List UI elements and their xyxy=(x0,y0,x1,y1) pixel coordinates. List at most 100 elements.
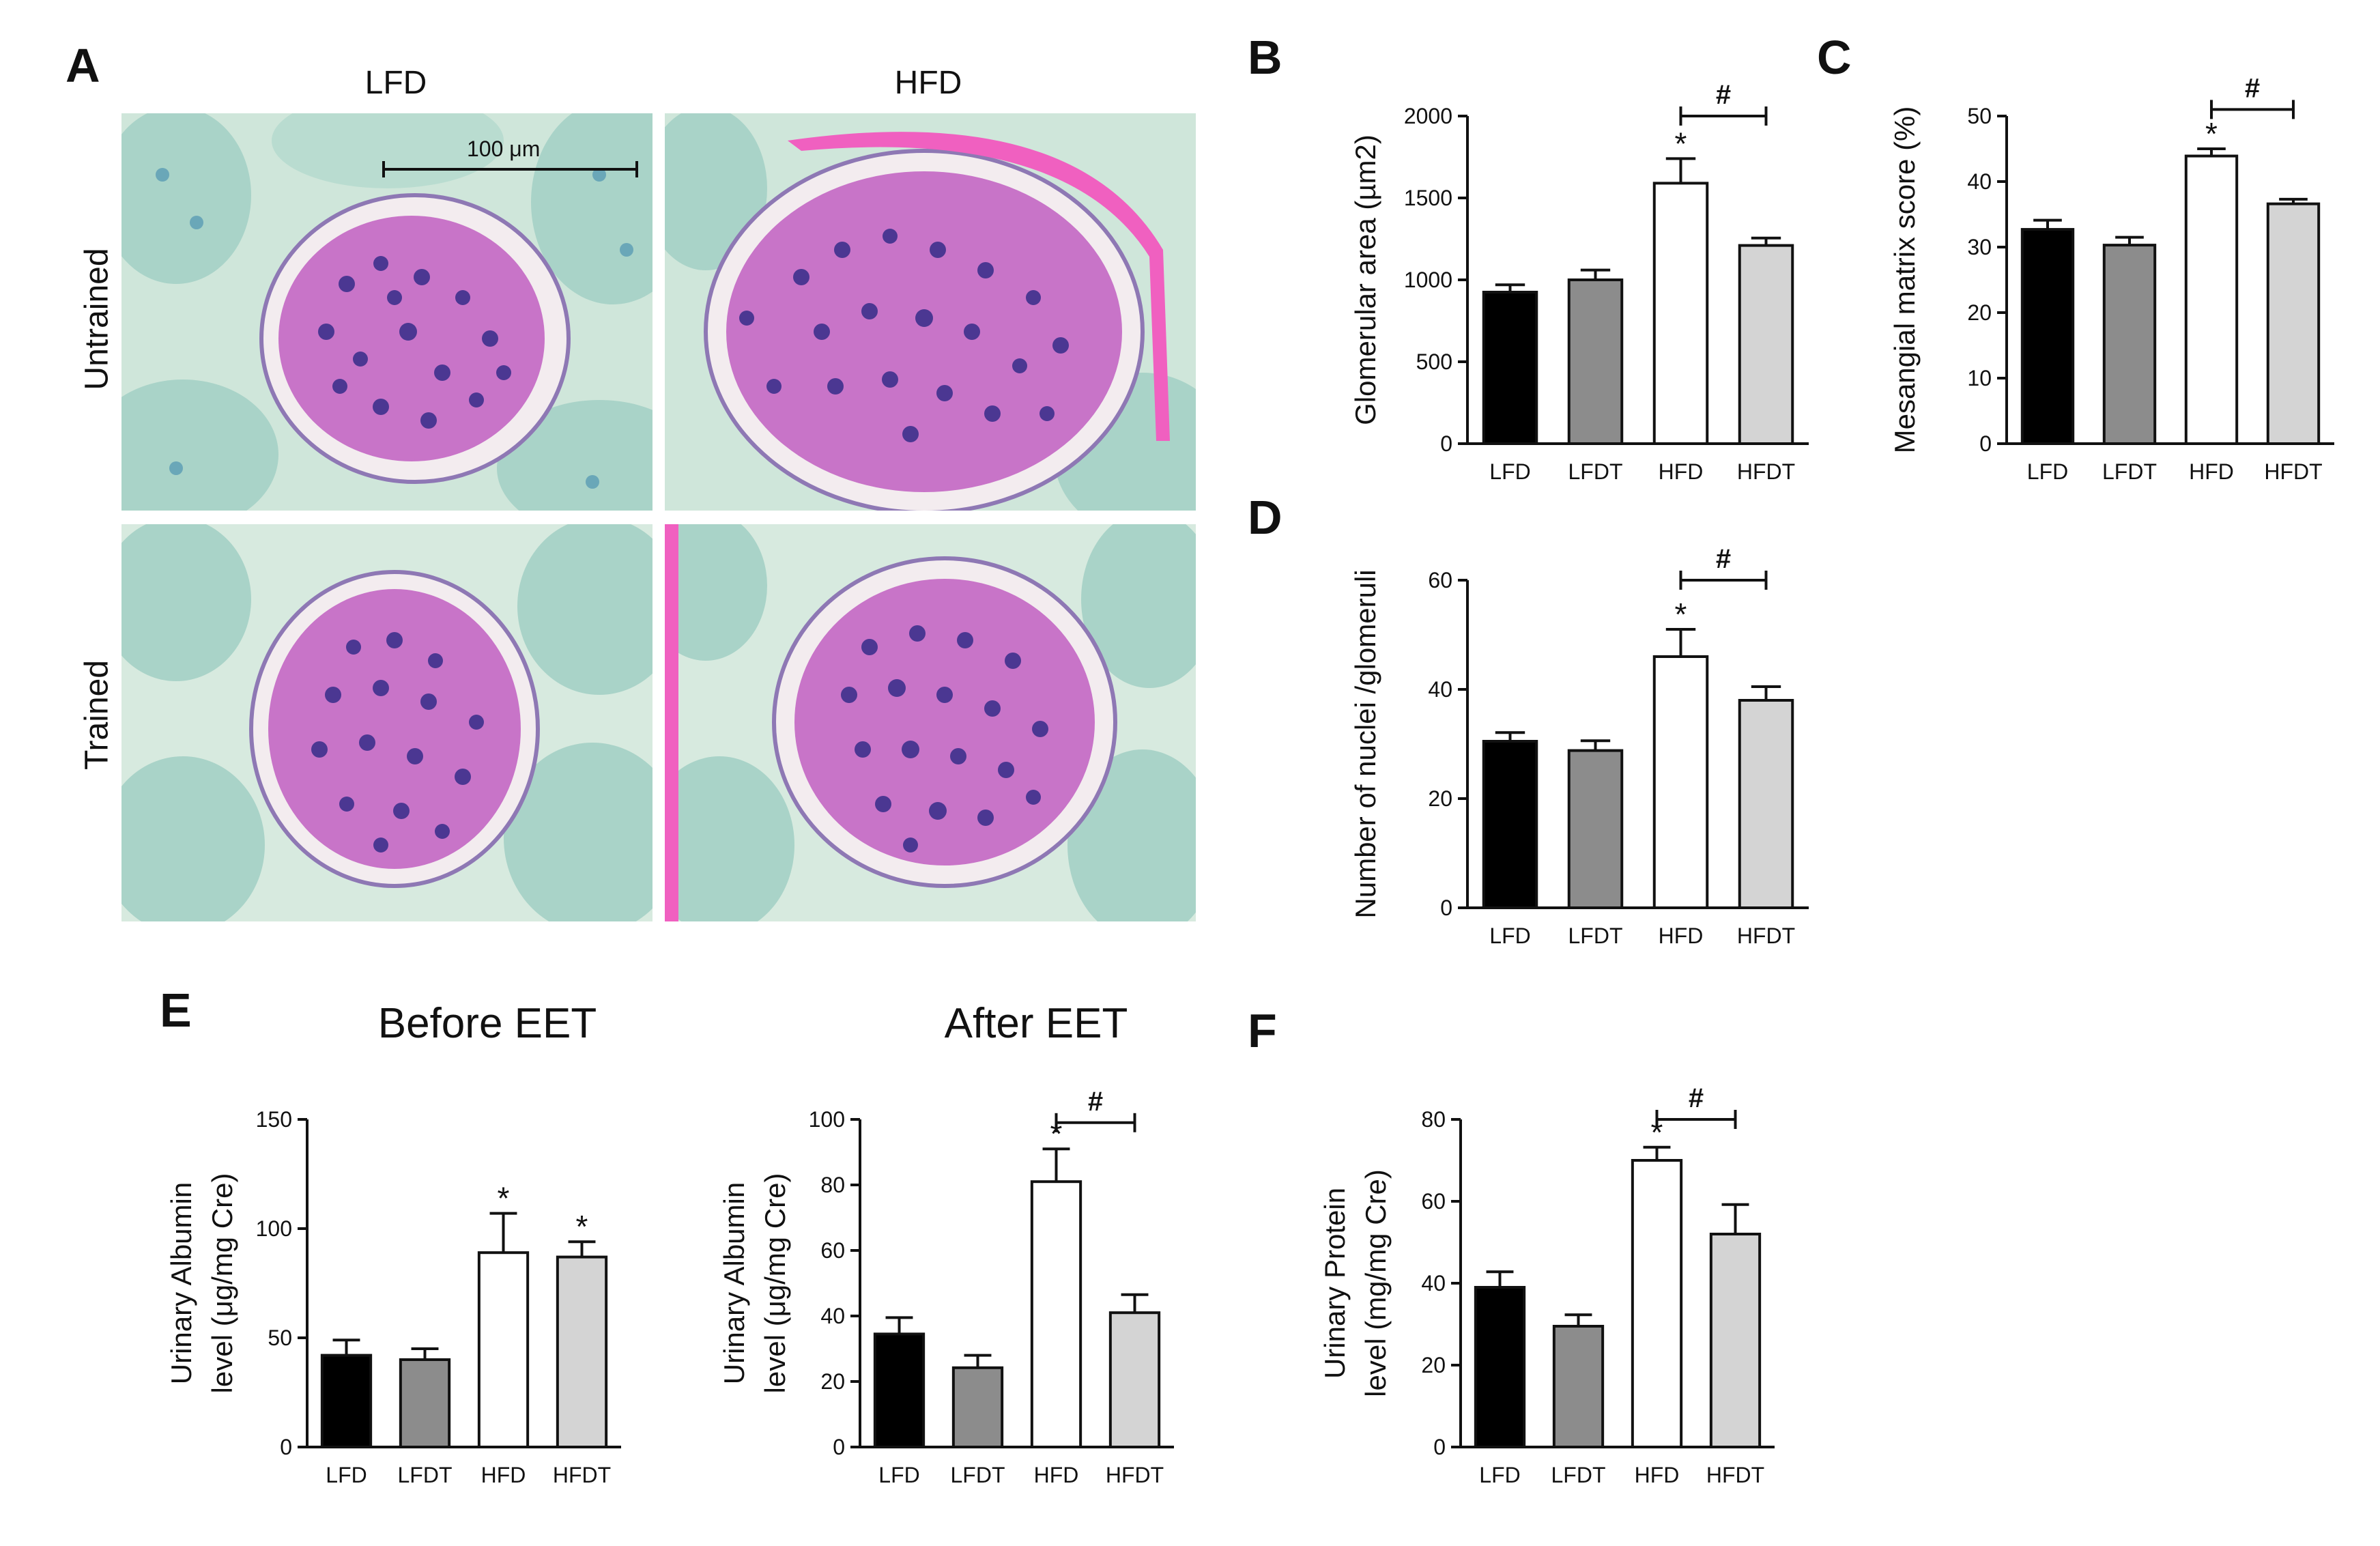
chart-albumin-after-eet: 0 20 40 60 80 100 Urinary Albumin level (μg/mg … xyxy=(718,1087,1174,1487)
y-tick-label: 0 xyxy=(1979,431,1992,456)
chart-mesangial-matrix: 0 10 20 30 40 50 Mesangial matrix score (%) LFD… xyxy=(1889,73,2334,484)
category-label: HFDT xyxy=(1737,924,1795,948)
bar-hfdt xyxy=(1108,1311,1161,1449)
bar-hfd xyxy=(2184,154,2239,445)
scale-bar-label: 100 μm xyxy=(467,137,541,161)
row-label-untrained: Untrained xyxy=(78,248,115,390)
bar-lfd xyxy=(1474,1286,1526,1448)
category-label: HFD xyxy=(1034,1463,1079,1487)
y-tick-label: 100 xyxy=(809,1107,845,1132)
y-tick-label: 60 xyxy=(820,1238,845,1263)
category-label: HFD xyxy=(1659,459,1704,484)
category-label: HFD xyxy=(1635,1463,1680,1487)
significance-star: * xyxy=(1675,597,1687,632)
chart-urinary-protein: 0 20 40 60 80 Urinary Protein level (mg/mg Cre… xyxy=(1319,1083,1775,1487)
y-tick-label: 50 xyxy=(1967,104,1992,128)
y-tick-label: 80 xyxy=(820,1173,845,1197)
y-tick-label: 100 xyxy=(256,1216,292,1241)
category-label: HFD xyxy=(2189,459,2234,484)
y-axis-label: Glomerular area (µm2) xyxy=(1349,134,1381,425)
bar-lfd xyxy=(2020,228,2075,446)
panel-letter-e: E xyxy=(160,984,192,1037)
bracket-label: # xyxy=(2245,73,2260,103)
micrograph-lfd-trained xyxy=(121,524,653,921)
bar-lfdt xyxy=(951,1366,1004,1448)
scale-bar-tick-left xyxy=(382,161,385,177)
y-tick-label: 50 xyxy=(268,1326,292,1350)
category-label: LFDT xyxy=(1551,1463,1606,1487)
category-label: HFDT xyxy=(1106,1463,1164,1487)
panel-letter-f: F xyxy=(1248,1004,1277,1057)
micrograph-hfd-trained xyxy=(665,524,1196,921)
y-tick-label: 40 xyxy=(1428,677,1452,702)
bar-hfd xyxy=(1030,1180,1083,1448)
y-tick-label: 0 xyxy=(280,1435,292,1459)
y-tick-label: 80 xyxy=(1421,1107,1446,1132)
column-label-hfd: HFD xyxy=(894,65,962,101)
category-label: HFD xyxy=(481,1463,526,1487)
category-label: LFDT xyxy=(1568,459,1623,484)
bar-hfdt xyxy=(1738,699,1794,909)
y-tick-label: 30 xyxy=(1967,235,1992,259)
y-tick-label: 500 xyxy=(1416,349,1452,374)
y-tick-label: 20 xyxy=(1421,1353,1446,1377)
significance-star: * xyxy=(2205,116,2218,152)
bar-hfd xyxy=(1631,1159,1683,1448)
y-axis-label: level (μg/mg Cre) xyxy=(206,1173,238,1394)
category-label: LFD xyxy=(1479,1463,1520,1487)
category-label: LFD xyxy=(326,1463,367,1487)
y-tick-label: 20 xyxy=(1967,300,1992,325)
y-axis-label: Urinary Albumin xyxy=(718,1182,750,1384)
y-axis-label: Mesangial matrix score (%) xyxy=(1889,106,1921,454)
y-tick-label: 20 xyxy=(1428,786,1452,811)
y-tick-label: 40 xyxy=(1967,169,1992,194)
column-label-lfd: LFD xyxy=(364,65,427,101)
y-axis-label: level (μg/mg Cre) xyxy=(759,1173,791,1394)
significance-star: * xyxy=(1651,1115,1663,1150)
bar-lfd xyxy=(320,1354,373,1448)
y-tick-label: 2000 xyxy=(1404,104,1452,128)
category-label: HFDT xyxy=(2264,459,2322,484)
category-label: LFDT xyxy=(1568,924,1623,948)
category-label: HFDT xyxy=(1706,1463,1764,1487)
scale-bar-tick-right xyxy=(635,161,638,177)
y-tick-label: 40 xyxy=(1421,1271,1446,1296)
y-tick-label: 20 xyxy=(820,1369,845,1394)
y-tick-label: 60 xyxy=(1428,568,1452,592)
y-tick-label: 1000 xyxy=(1404,268,1452,292)
y-tick-label: 0 xyxy=(1433,1435,1446,1459)
panel-letter-d: D xyxy=(1248,491,1282,544)
y-tick-label: 60 xyxy=(1421,1189,1446,1214)
bar-lfdt xyxy=(1552,1325,1605,1448)
y-tick-label: 0 xyxy=(833,1435,845,1459)
category-label: LFD xyxy=(1489,924,1530,948)
bar-hfd xyxy=(1652,182,1709,445)
category-label: LFDT xyxy=(2102,459,2157,484)
bracket-label: # xyxy=(1716,80,1731,110)
bar-lfd xyxy=(1482,740,1538,909)
y-tick-label: 0 xyxy=(1440,431,1452,456)
chart-title-after-eet: After EET xyxy=(944,1000,1128,1047)
category-label: LFD xyxy=(1489,459,1530,484)
bar-lfdt xyxy=(2102,244,2157,445)
bar-lfdt xyxy=(399,1358,451,1448)
chart-glomerular-area: 0 500 1000 1500 2000 Glomerular area (µm2) LFD… xyxy=(1349,80,1809,484)
row-label-trained: Trained xyxy=(78,660,115,770)
category-label: LFDT xyxy=(951,1463,1005,1487)
chart-nuclei-per-glomeruli: 0 20 40 60 Number of nuclei /glomeruli LFD LFD… xyxy=(1349,544,1809,948)
bar-hfd xyxy=(477,1251,530,1448)
category-label: HFD xyxy=(1659,924,1704,948)
y-axis-label: Number of nuclei /glomeruli xyxy=(1349,569,1381,918)
category-label: HFDT xyxy=(1737,459,1795,484)
significance-star: * xyxy=(1050,1116,1063,1151)
micrograph-hfd-untrained xyxy=(665,113,1196,511)
bar-lfdt xyxy=(1567,749,1624,909)
scale-bar xyxy=(382,168,638,171)
chart-title-before-eet: Before EET xyxy=(377,1000,597,1047)
bar-hfd xyxy=(1652,655,1709,909)
bracket-label: # xyxy=(1088,1087,1103,1117)
panel-letter-b: B xyxy=(1248,31,1282,84)
y-tick-label: 1500 xyxy=(1404,186,1452,210)
bar-hfdt xyxy=(1738,244,1794,445)
y-tick-label: 10 xyxy=(1967,366,1992,390)
